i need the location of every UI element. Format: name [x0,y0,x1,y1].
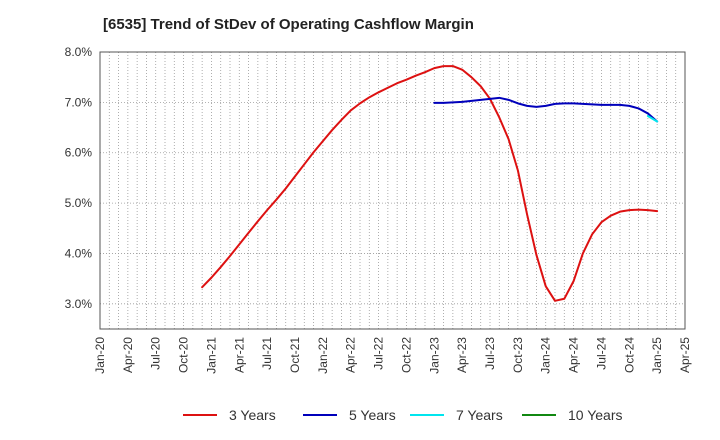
series-line-5-years [433,96,659,123]
y-tick-label: 7.0% [65,95,93,109]
legend-swatch [522,414,556,416]
x-tick-label: Jul-21 [260,337,274,370]
y-tick-label: 3.0% [65,297,93,311]
series-lines [201,65,659,302]
x-tick-label: Apr-20 [121,337,135,373]
chart-title: [6535] Trend of StDev of Operating Cashf… [103,16,474,33]
x-tick-label: Oct-22 [399,337,413,373]
y-tick-label: 5.0% [65,196,93,210]
series-line-7-years [646,114,659,123]
y-tick-label: 8.0% [65,45,93,59]
x-tick-label: Jul-23 [483,337,497,370]
series-line-3-years [201,65,659,302]
x-tick-label: Jul-22 [372,337,386,370]
x-tick-label: Apr-21 [232,337,246,373]
chart-legend: 3 Years 5 Years 7 Years 10 Years [0,405,720,425]
y-tick-label: 4.0% [65,246,93,260]
legend-label: 3 Years [229,407,276,423]
legend-item-10-years: 10 Years [522,405,623,425]
legend-item-7-years: 7 Years [410,405,503,425]
x-tick-label: Oct-21 [288,337,302,373]
x-tick-label: Apr-25 [678,337,692,373]
x-tick-label: Jul-20 [149,337,163,370]
x-axis-tick-labels: Jan-20 Apr-20 Jul-20 Oct-20 Jan-21 Apr-21 Jul-… [93,337,692,374]
x-tick-label: Jan-20 [93,337,107,374]
x-tick-label: Jan-24 [539,337,553,374]
grid-lines [99,51,686,329]
x-tick-label: Jul-24 [594,337,608,370]
legend-swatch [410,414,444,416]
x-tick-label: Apr-24 [567,337,581,373]
x-tick-label: Oct-20 [177,337,191,373]
legend-item-5-years: 5 Years [303,405,396,425]
x-tick-label: Jan-21 [204,337,218,374]
x-tick-label: Apr-22 [344,337,358,373]
legend-label: 5 Years [349,407,396,423]
x-tick-label: Oct-24 [622,337,636,373]
x-tick-label: Oct-23 [511,337,525,373]
y-axis-tick-labels: 3.0% 4.0% 5.0% 6.0% 7.0% 8.0% [65,45,93,311]
x-tick-label: Jan-23 [427,337,441,374]
plot-area-border [99,51,686,330]
legend-swatch [303,414,337,416]
legend-item-3-years: 3 Years [183,405,276,425]
x-tick-label: Jan-25 [650,337,664,374]
legend-label: 10 Years [568,407,623,423]
x-tick-label: Apr-23 [455,337,469,373]
legend-label: 7 Years [456,407,503,423]
x-tick-label: Jan-22 [316,337,330,374]
y-tick-label: 6.0% [65,146,93,160]
legend-swatch [183,414,217,416]
